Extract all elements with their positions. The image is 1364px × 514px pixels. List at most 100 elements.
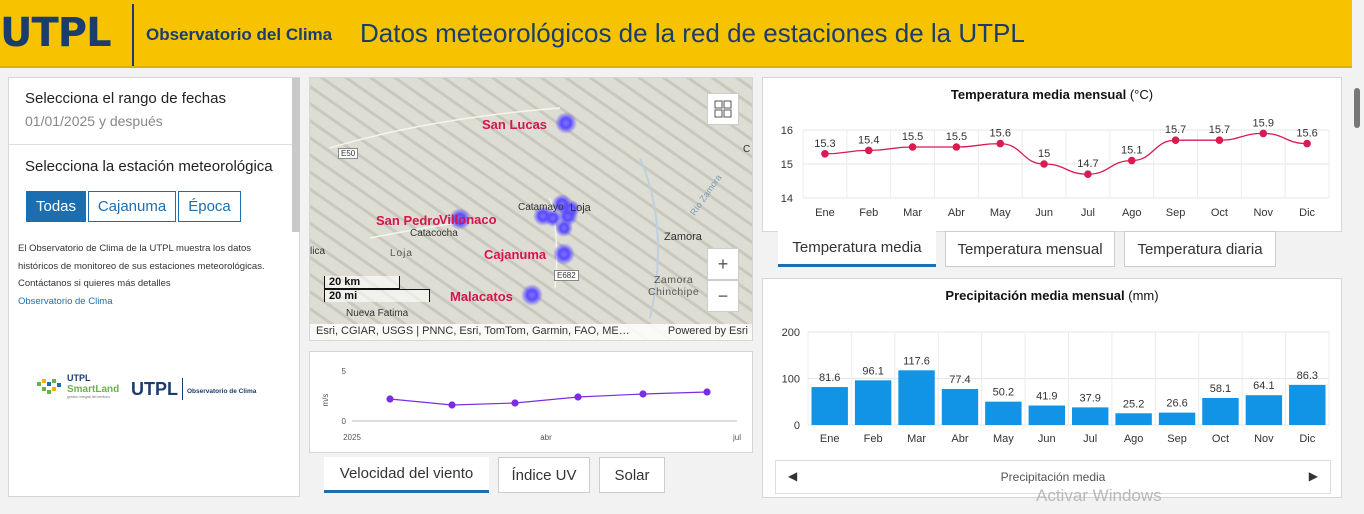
scrollbar[interactable] — [292, 78, 300, 232]
observatorio-link[interactable]: Observatorio de Clima — [18, 295, 113, 307]
station-label-san-lucas[interactable]: San Lucas — [482, 117, 548, 132]
tab-solar[interactable]: Solar — [599, 457, 665, 493]
tab-temperatura-media[interactable]: Temperatura media — [778, 231, 936, 267]
precipitation-bar-chart[interactable]: 0 100 200 81.6 96.1 117.6 77.4 50.2 41.9 37.9 25.2… — [763, 279, 1341, 459]
page-title: Datos meteorológicos de la red de estaci… — [360, 18, 1025, 48]
x-tick-label: Feb — [859, 207, 878, 219]
header-divider — [132, 4, 134, 66]
tab-indice-uv[interactable]: Índice UV — [498, 457, 590, 493]
wind-data-point — [574, 393, 582, 401]
temperature-data-point — [908, 143, 917, 151]
weather-variable-tabs: Velocidad del viento Índice UV Solar — [324, 457, 674, 493]
observatorio-subtitle: Observatorio del Clima — [146, 25, 333, 44]
zoom-out-button[interactable]: − — [707, 280, 739, 312]
wind-data-point — [386, 395, 394, 403]
y-tick-label: 16 — [781, 125, 793, 137]
tab-velocidad-viento[interactable]: Velocidad del viento — [324, 457, 489, 493]
description-line: históricos de monitoreo de sus estacione… — [18, 260, 265, 272]
page-scrollbar[interactable] — [1354, 88, 1360, 128]
wind-data-point — [703, 388, 711, 396]
temperature-data-label: 15.3 — [814, 138, 835, 150]
description-line: El Observatorio de Clima de la UTPL mues… — [18, 243, 252, 254]
station-label-malacatos[interactable]: Malacatos — [450, 289, 513, 304]
tab-temperatura-diaria[interactable]: Temperatura diaria — [1124, 231, 1276, 267]
tab-temperatura-mensual[interactable]: Temperatura mensual — [945, 231, 1115, 267]
y-tick-label: 0 — [342, 417, 347, 426]
station-label-cajanuma[interactable]: Cajanuma — [484, 247, 547, 262]
stations-map[interactable]: San Lucas San Pedro Villonaco Cajanuma M… — [309, 77, 753, 341]
precipitation-bar — [941, 389, 979, 425]
x-tick-label: Nov — [1253, 207, 1273, 219]
precipitation-footer: ◀ Precipitación media ▶ — [775, 460, 1331, 494]
y-tick-label: 5 — [342, 367, 347, 376]
temperature-data-point — [952, 143, 961, 151]
x-tick-label: Jul — [1081, 207, 1095, 219]
place-label: lica — [310, 246, 326, 257]
x-tick-label: Jul — [1083, 433, 1097, 445]
description-line: Contáctanos si quieres más detalles — [18, 278, 171, 289]
wind-series-line — [389, 391, 708, 406]
precipitation-data-label: 50.2 — [993, 387, 1014, 399]
temperature-data-label: 15.6 — [1296, 128, 1317, 140]
precipitation-data-label: 81.6 — [819, 372, 840, 384]
place-label: Zamora — [664, 231, 702, 243]
precipitation-data-label: 64.1 — [1253, 380, 1274, 392]
x-tick-label: Abr — [948, 207, 965, 219]
temperature-line-chart[interactable]: 14 15 16 Ene Feb Mar Abr May Jun Jul Ago Sep Oct Nov D… — [763, 78, 1341, 231]
svg-text:UTPL: UTPL — [131, 379, 178, 399]
x-tick-label: 2025 — [343, 433, 361, 442]
temperature-data-label: 15.5 — [946, 131, 967, 143]
x-tick-label: Abr — [951, 433, 968, 445]
station-label-villonaco[interactable]: Villonaco — [439, 212, 497, 227]
precipitation-data-label: 26.6 — [1166, 398, 1187, 410]
precipitation-bar — [898, 370, 935, 425]
zoom-in-button[interactable]: + — [707, 248, 739, 280]
powered-by-esri[interactable]: Powered by Esri — [667, 325, 748, 337]
next-arrow-icon[interactable]: ▶ — [1308, 469, 1318, 483]
scale-km: 20 km — [324, 276, 400, 289]
precipitation-bar — [985, 401, 1022, 425]
precipitation-bar — [1289, 384, 1326, 425]
map-attribution[interactable]: Esri, CGIAR, USGS | PNNC, Esri, TomTom, … — [310, 324, 752, 340]
road-label: E682 — [554, 270, 579, 281]
temperature-tabs: Temperatura media Temperatura mensual Te… — [778, 231, 1285, 267]
utpl-logo[interactable]: UTPL — [0, 10, 112, 56]
x-tick-label: Dic — [1299, 433, 1315, 445]
place-label: Loja — [570, 202, 591, 214]
x-tick-label: abr — [540, 433, 552, 442]
temperature-data-label: 15 — [1038, 148, 1050, 160]
station-label-san-pedro[interactable]: San Pedro — [376, 213, 441, 228]
svg-text:UTPL: UTPL — [67, 374, 91, 383]
precipitation-bar — [1158, 412, 1196, 425]
prev-arrow-icon[interactable]: ◀ — [788, 469, 798, 483]
temperature-data-point — [1215, 136, 1224, 144]
station-button-cajanuma[interactable]: Cajanuma — [88, 191, 176, 222]
y-tick-label: 14 — [781, 193, 793, 205]
x-tick-label: Mar — [903, 207, 922, 219]
station-button-epoca[interactable]: Época — [178, 191, 241, 222]
smartland-logo-icon: UTPL SmartLand gestión integral del terr… — [37, 373, 257, 400]
date-range-value[interactable]: 01/01/2025 y después — [25, 113, 163, 129]
precipitation-chart-panel: Precipitación media mensual (mm) 0 100 200… — [762, 278, 1342, 498]
scale-mi: 20 mi — [324, 289, 430, 302]
zone-label-line: Chinchipe — [648, 286, 700, 298]
x-tick-label: Jun — [1038, 433, 1056, 445]
place-label: C — [743, 144, 751, 155]
station-button-todas[interactable]: Todas — [26, 191, 86, 222]
road-label: E50 — [338, 148, 359, 159]
temperature-data-point — [996, 139, 1005, 148]
wind-chart-panel: 0 5 m/s 2025 abr jul — [309, 351, 753, 453]
place-label: Loja — [390, 248, 413, 259]
y-tick-label: 15 — [781, 159, 793, 171]
wind-speed-chart[interactable]: 0 5 m/s 2025 abr jul — [310, 352, 754, 454]
precipitation-bar — [1202, 397, 1239, 425]
x-tick-label: Ene — [815, 207, 835, 219]
map-scale: 20 km 20 mi — [324, 276, 434, 302]
windows-activation-watermark: Activar Windows — [1036, 486, 1162, 505]
place-label: Catamayo — [518, 202, 564, 213]
date-range-section[interactable]: Selecciona el rango de fechas 01/01/2025… — [9, 78, 299, 141]
y-axis-label: m/s — [321, 394, 330, 407]
wind-data-point — [511, 399, 519, 407]
basemap-toggle-icon[interactable] — [707, 93, 739, 125]
precipitation-unit: (mm) — [1128, 288, 1159, 303]
